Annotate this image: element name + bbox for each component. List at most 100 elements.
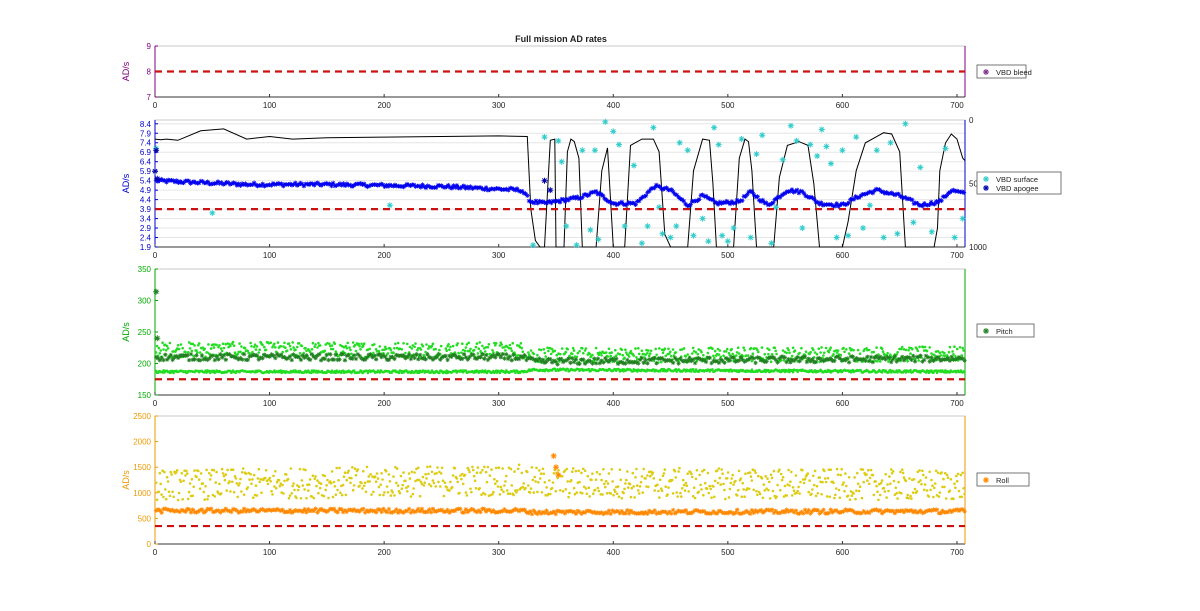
series-point <box>719 232 726 239</box>
data-point <box>962 487 965 490</box>
data-point <box>889 355 893 358</box>
data-point <box>270 489 273 493</box>
data-point <box>423 481 427 485</box>
data-point <box>889 468 893 471</box>
series-point <box>942 145 949 152</box>
data-point <box>504 480 507 483</box>
roll-panel: 0 100 200 300 400 500 600 700 0 500 1000 1500 2000 25… <box>121 412 1030 557</box>
data-point <box>810 492 813 496</box>
data-point <box>900 347 903 351</box>
data-point <box>824 346 828 350</box>
data-point <box>581 347 584 350</box>
data-point <box>584 347 588 350</box>
data-point <box>213 495 217 498</box>
data-point <box>516 467 520 471</box>
data-point <box>520 471 524 475</box>
data-point <box>596 486 600 490</box>
data-point <box>801 468 804 472</box>
data-point <box>254 348 258 351</box>
legend: Pitch <box>976 323 1035 338</box>
data-point <box>229 490 232 493</box>
data-point <box>476 352 480 355</box>
data-point <box>168 494 172 498</box>
data-point <box>184 474 187 477</box>
star-band <box>153 351 967 367</box>
data-point <box>379 483 383 487</box>
data-point <box>886 483 889 486</box>
data-point <box>510 484 514 487</box>
series-point <box>823 143 830 150</box>
data-point <box>342 475 346 479</box>
data-point <box>933 353 936 357</box>
data-point <box>763 368 766 372</box>
series-point <box>910 219 917 226</box>
data-point <box>529 487 533 490</box>
series-point <box>818 126 825 133</box>
data-point <box>547 492 550 496</box>
data-point <box>300 344 304 348</box>
data-point <box>850 494 854 498</box>
data-point <box>886 351 889 355</box>
star-band <box>153 506 967 517</box>
data-point <box>705 487 709 490</box>
data-point <box>341 350 345 353</box>
data-point <box>356 468 360 471</box>
data-point <box>853 476 856 479</box>
data-point <box>264 469 268 472</box>
data-point <box>920 482 923 486</box>
data-point <box>677 470 680 473</box>
data-point <box>948 489 952 493</box>
data-point <box>334 350 338 353</box>
x-tick-label: 500 <box>721 399 735 408</box>
data-point <box>257 467 261 471</box>
data-point <box>651 471 655 475</box>
series-point <box>541 177 548 184</box>
data-point <box>610 467 613 471</box>
data-point <box>160 493 163 496</box>
data-point <box>781 349 785 352</box>
data-point <box>803 477 807 481</box>
data-point <box>825 495 829 498</box>
data-point <box>486 345 490 349</box>
data-point <box>582 485 586 489</box>
data-point <box>477 347 481 351</box>
data-point <box>943 485 946 489</box>
data-point <box>358 344 361 348</box>
data-point <box>747 487 751 491</box>
legend: VBD bleed <box>976 64 1032 79</box>
data-point <box>411 492 415 496</box>
data-point <box>855 489 858 493</box>
data-point <box>313 477 317 481</box>
data-point <box>307 489 310 492</box>
data-point <box>406 342 409 346</box>
data-point <box>856 348 860 352</box>
data-point <box>311 474 315 478</box>
data-point <box>550 347 554 351</box>
data-point <box>319 482 323 486</box>
data-point <box>938 491 942 494</box>
data-point <box>291 484 295 488</box>
data-point <box>963 492 966 496</box>
data-point <box>900 491 903 495</box>
data-point <box>209 474 213 477</box>
data-point <box>161 469 164 473</box>
data-point <box>637 352 641 356</box>
data-point <box>249 341 252 345</box>
series-point <box>866 202 873 209</box>
data-point <box>503 346 506 349</box>
data-point <box>838 496 842 500</box>
data-point <box>250 482 253 486</box>
data-point <box>787 348 790 352</box>
data-point <box>680 487 684 490</box>
data-point <box>592 492 595 496</box>
series-point <box>152 168 158 175</box>
data-point <box>721 472 724 476</box>
series-point <box>630 162 637 169</box>
data-point <box>459 474 462 477</box>
data-point <box>238 482 241 485</box>
series-point <box>587 226 594 233</box>
data-point <box>207 343 210 346</box>
data-point <box>385 485 389 488</box>
data-point <box>230 480 234 484</box>
